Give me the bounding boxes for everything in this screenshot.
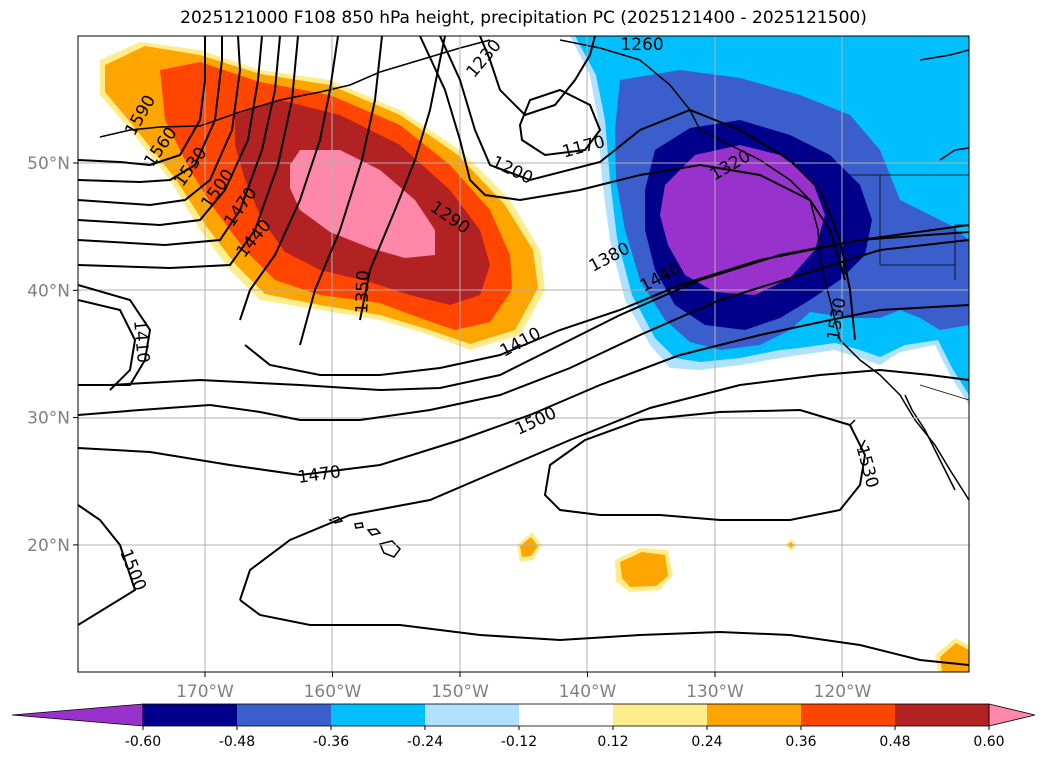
colorbar-tick-label: 0.48 xyxy=(879,734,910,750)
plot-title: 2025121000 F108 850 hPa height, precipit… xyxy=(180,8,867,28)
coastlines xyxy=(99,39,969,501)
colorbar-box xyxy=(801,704,895,726)
colorbar-box xyxy=(895,704,989,726)
colorbar-tick-label: -0.48 xyxy=(219,734,255,750)
colorbar-box xyxy=(519,704,613,726)
colorbar-tick-label: 0.36 xyxy=(785,734,816,750)
colorbar-tick-label: 0.60 xyxy=(973,734,1004,750)
colorbar-tick-label: -0.24 xyxy=(407,734,443,750)
contour-label: 1260 xyxy=(620,35,663,55)
contour-label: 1350 xyxy=(352,270,373,314)
borders xyxy=(850,174,969,401)
colorbar-tick-label: 0.12 xyxy=(597,734,628,750)
colorbar-box xyxy=(613,704,707,726)
lon-tick-label: 130°W xyxy=(686,682,744,702)
colorbar-box xyxy=(237,704,331,726)
lat-tick-label: 20°N xyxy=(27,536,70,556)
colorbar-box xyxy=(331,704,425,726)
colorbar-tick-label: -0.36 xyxy=(313,734,349,750)
lon-tick-label: 150°W xyxy=(431,682,489,702)
colorbar-extend-max xyxy=(988,703,1036,727)
colorbar-box xyxy=(143,704,237,726)
colorbar: -0.60 -0.48 -0.36 -0.24 -0.12 0.12 0.24 0.36 0.4… xyxy=(11,703,1036,750)
lat-tick-label: 40°N xyxy=(27,281,70,301)
lat-tick-label: 30°N xyxy=(27,409,70,429)
colorbar-tick-label: -0.60 xyxy=(125,734,161,750)
contour-label: 1410 xyxy=(129,319,153,364)
colorbar-tick-label: 0.24 xyxy=(691,734,722,750)
colorbar-box xyxy=(707,704,801,726)
lon-tick-label: 170°W xyxy=(176,682,234,702)
colorbar-box xyxy=(425,704,519,726)
colorbar-extend-min xyxy=(11,703,144,727)
lat-tick-label: 50°N xyxy=(27,154,70,174)
height-contours xyxy=(78,36,969,666)
positive-anomaly-west xyxy=(100,42,545,350)
lat-axis-labels: 50°N 40°N 30°N 20°N xyxy=(27,154,78,556)
colorbar-tick-label: -0.12 xyxy=(501,734,537,750)
lon-axis-labels: 170°W 160°W 150°W 140°W 130°W 120°W xyxy=(176,672,872,702)
lon-tick-label: 140°W xyxy=(559,682,617,702)
negative-anomaly-east xyxy=(570,36,969,405)
lon-tick-label: 120°W xyxy=(814,682,872,702)
plot-frame xyxy=(77,35,970,673)
lon-tick-label: 160°W xyxy=(304,682,362,702)
colorbar-frame xyxy=(142,703,990,727)
